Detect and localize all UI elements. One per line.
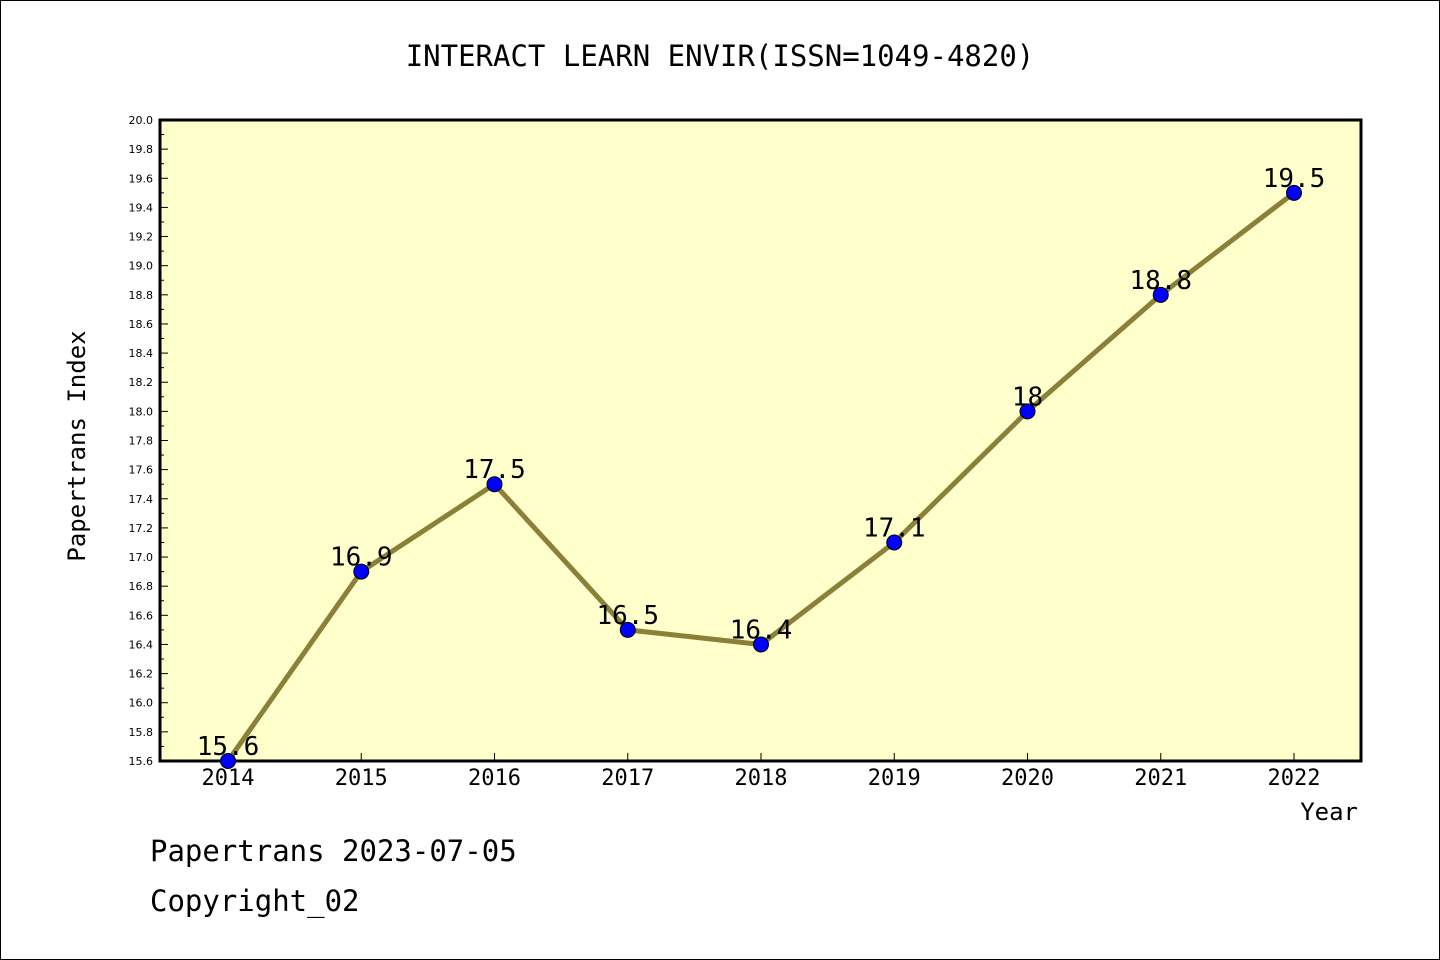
y-tick-label: 18.6 (129, 318, 154, 331)
y-tick-label: 18.0 (129, 405, 154, 418)
y-axis: 15.6 15.8 16.0 16.2 16.4 16.6 16.8 17.0 17.2 17.4… (129, 114, 168, 768)
x-tick-label: 2020 (1001, 766, 1054, 791)
y-tick-label: 19.2 (129, 231, 154, 244)
y-tick-label: 17.2 (129, 522, 154, 535)
data-label: 18 (1012, 382, 1043, 412)
data-label: 16.9 (330, 543, 393, 573)
y-tick-label: 15.6 (129, 755, 154, 768)
data-labels: 15.6 16.9 17.5 16.5 16.4 17.1 18 18.8 19.5 (197, 164, 1326, 762)
y-tick-label: 18.8 (129, 289, 154, 302)
data-label: 18.8 (1129, 266, 1192, 296)
x-axis-label: Year (1300, 798, 1358, 826)
y-tick-label: 20.0 (129, 114, 154, 127)
x-tick-label: 2014 (202, 766, 255, 791)
data-label: 17.1 (863, 513, 926, 543)
y-tick-label: 19.6 (129, 172, 154, 185)
data-point (353, 563, 370, 580)
y-tick-label: 16.8 (129, 580, 154, 593)
y-tick-label: 18.2 (129, 376, 154, 389)
footer-stamp: Papertrans 2023-07-05 (150, 834, 517, 868)
data-label: 17.5 (463, 455, 526, 485)
data-point (1152, 286, 1169, 303)
footer-copyright: Copyright_02 (150, 884, 360, 918)
x-tick-label: 2015 (335, 766, 388, 791)
data-point (1019, 403, 1036, 420)
chart-title: INTERACT LEARN ENVIR(ISSN=1049-4820) (406, 39, 1035, 73)
x-tick-label: 2022 (1268, 766, 1321, 791)
data-markers (220, 184, 1302, 769)
y-tick-label: 16.6 (129, 609, 154, 622)
x-tick-label: 2017 (601, 766, 654, 791)
data-point (619, 621, 636, 638)
y-tick-label: 17.8 (129, 435, 154, 448)
y-tick-label: 19.0 (129, 260, 154, 273)
x-tick-label: 2018 (735, 766, 788, 791)
y-tick-label: 17.4 (129, 493, 154, 506)
y-tick-label: 18.4 (129, 347, 154, 360)
y-tick-label: 16.2 (129, 668, 154, 681)
y-tick-label: 19.8 (129, 143, 154, 156)
y-tick-label: 17.6 (129, 464, 154, 477)
y-tick-label: 16.0 (129, 697, 154, 710)
data-point (1286, 184, 1302, 201)
plot-area (158, 118, 1363, 763)
y-tick-label: 16.4 (129, 638, 154, 651)
x-tick-label: 2016 (468, 766, 521, 791)
x-tick-label: 2019 (868, 766, 921, 791)
y-axis-label: Papertrans Index (63, 330, 91, 561)
x-tick-label: 2021 (1134, 766, 1187, 791)
x-axis: 2014 2015 2016 2017 2018 2019 2020 2021 2022 (202, 753, 1321, 791)
data-point (486, 476, 503, 493)
data-label: 16.4 (730, 615, 793, 645)
y-tick-label: 15.8 (129, 726, 154, 739)
data-label: 16.5 (596, 601, 659, 631)
data-point (753, 636, 769, 653)
data-point (886, 534, 903, 551)
y-tick-label: 17.0 (129, 551, 154, 564)
data-label: 19.5 (1263, 164, 1326, 194)
y-tick-label: 19.4 (129, 201, 154, 214)
data-point (220, 753, 236, 769)
data-label: 15.6 (197, 732, 260, 762)
